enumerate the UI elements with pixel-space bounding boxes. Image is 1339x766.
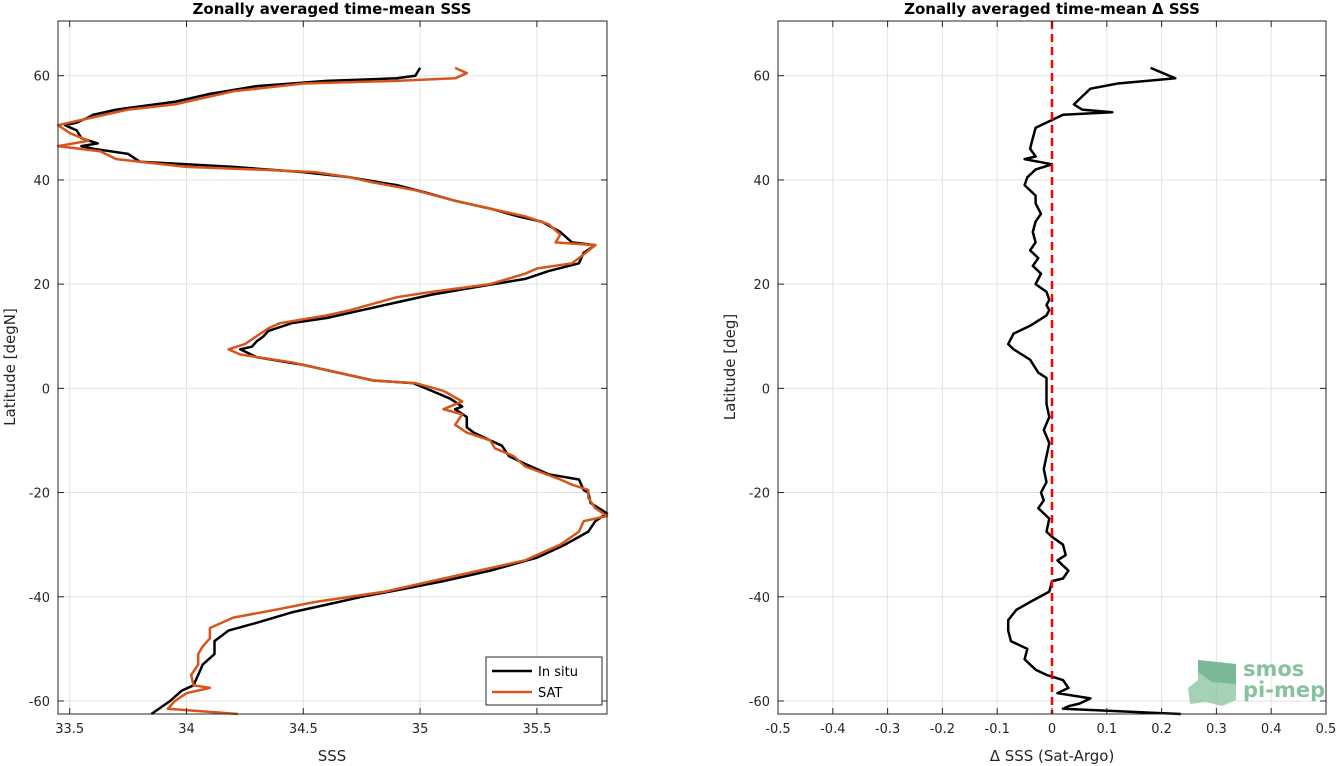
- right-x-tick-label: -0.3: [875, 722, 900, 737]
- left-series-line-in-situ: [63, 67, 609, 716]
- right-y-tick-label: 20: [753, 278, 770, 293]
- right-ticks: -0.5 -0.4 -0.3 -0.2 -0.1 0 0.1 0.2 0.3 0.4 0.5 -60 -…: [749, 21, 1337, 737]
- left-axes-frame: [57, 20, 608, 715]
- legend-label-in-situ: In situ: [538, 665, 578, 680]
- left-series-line-sat: [56, 66, 609, 716]
- left-x-tick-label: 35: [412, 722, 429, 737]
- left-y-tick-label: -20: [29, 487, 50, 502]
- left-series: [56, 66, 609, 716]
- left-ticks: 33.5 34 34.5 35 35.5 -60 -40 -20 0 20 40 60: [29, 21, 607, 737]
- left-y-tick-label: 40: [33, 174, 50, 189]
- left-chart-title: Zonally averaged time-mean SSS: [193, 0, 472, 18]
- right-y-tick-label: -60: [749, 695, 770, 710]
- right-x-axis-label: Δ SSS (Sat-Argo): [990, 747, 1115, 765]
- left-y-tick-label: 60: [33, 70, 50, 85]
- left-y-tick-label: -40: [29, 591, 50, 606]
- right-panel: -0.5 -0.4 -0.3 -0.2 -0.1 0 0.1 0.2 0.3 0.4 0.5 -60 -…: [721, 0, 1336, 765]
- right-y-tick-label: -20: [749, 487, 770, 502]
- left-y-tick-label: 0: [42, 382, 50, 397]
- left-y-tick-label: 20: [33, 278, 50, 293]
- left-x-tick-label: 34: [178, 722, 195, 737]
- left-x-axis-label: SSS: [318, 747, 347, 765]
- right-y-tick-label: 40: [753, 174, 770, 189]
- left-x-tick-label: 35.5: [522, 722, 551, 737]
- right-x-tick-label: 0.2: [1151, 722, 1172, 737]
- logo-text-smos: smos: [1243, 657, 1304, 681]
- right-x-tick-label: -0.2: [930, 722, 955, 737]
- right-x-tick-label: 0.3: [1206, 722, 1227, 737]
- right-x-tick-label: 0.4: [1261, 722, 1282, 737]
- right-y-tick-label: -40: [749, 591, 770, 606]
- right-x-tick-label: 0.1: [1096, 722, 1117, 737]
- left-panel: 33.5 34 34.5 35 35.5 -60 -40 -20 0 20 40 60 Zonally…: [1, 0, 609, 765]
- left-x-tick-label: 34.5: [289, 722, 318, 737]
- logo-graphic-shade: [1198, 660, 1236, 684]
- right-x-tick-label: -0.5: [765, 722, 790, 737]
- right-series-line-series-1: [1006, 66, 1181, 716]
- logo-text-pi-mep: pi-mep: [1243, 678, 1325, 702]
- right-y-tick-label: 60: [753, 70, 770, 85]
- right-y-tick-label: 0: [762, 382, 770, 397]
- right-x-tick-label: 0.5: [1316, 722, 1337, 737]
- left-y-axis-label: Latitude [degN]: [1, 308, 19, 426]
- right-chart-title: Zonally averaged time-mean Δ SSS: [904, 0, 1200, 18]
- right-y-axis-label: Latitude [deg]: [721, 314, 739, 420]
- legend-box: [485, 656, 603, 706]
- right-x-tick-label: 0: [1048, 722, 1056, 737]
- left-x-tick-label: 33.5: [55, 722, 84, 737]
- right-series: [1006, 21, 1181, 716]
- left-grid: [58, 21, 607, 714]
- right-x-tick-label: -0.4: [820, 722, 845, 737]
- smos-pi-mep-logo: smos pi-mep: [1188, 657, 1325, 706]
- right-x-tick-label: -0.1: [985, 722, 1010, 737]
- left-y-tick-label: -60: [29, 695, 50, 710]
- legend: In situ SAT: [485, 656, 603, 706]
- legend-label-sat: SAT: [538, 686, 562, 701]
